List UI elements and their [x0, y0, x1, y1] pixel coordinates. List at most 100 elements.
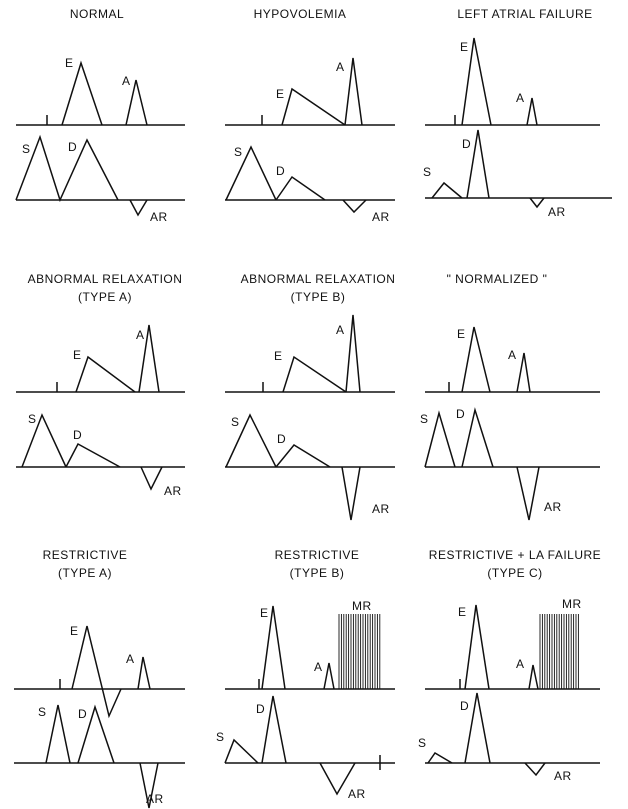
wave-label: S: [28, 412, 37, 426]
waveform: [516, 352, 531, 393]
wave-label: MR: [562, 597, 582, 611]
wave-label: AR: [164, 484, 182, 498]
wave-label: E: [260, 606, 269, 620]
waveform: [261, 695, 287, 764]
wave-label: A: [508, 348, 517, 362]
wave-label: E: [65, 56, 74, 70]
waveform: [261, 605, 286, 690]
wave-label: A: [336, 323, 345, 337]
waveform: [464, 604, 490, 690]
wave-label: S: [22, 142, 31, 156]
wave-label: AR: [554, 769, 572, 783]
wave-label: AR: [150, 210, 168, 224]
wave-label: E: [276, 87, 285, 101]
wave-label: MR: [352, 599, 372, 613]
waveform: [61, 60, 103, 126]
wave-label: E: [274, 349, 283, 363]
wave-label: D: [73, 428, 82, 442]
wave-label: S: [423, 165, 432, 179]
waveform: [71, 625, 122, 719]
wave-label: E: [460, 40, 469, 54]
wave-label: E: [70, 624, 79, 638]
waveform: [281, 87, 346, 126]
panel-title: HYPOVOLEMIA: [254, 7, 347, 21]
waveform: [461, 407, 494, 468]
waveform: [524, 762, 546, 777]
waveform: [129, 199, 148, 217]
waveform: [464, 692, 491, 764]
waveform: [77, 704, 115, 764]
wave-label: A: [126, 652, 135, 666]
wave-label: S: [231, 415, 240, 429]
waveform: [342, 199, 367, 214]
waveform: [529, 197, 545, 209]
panel-title: (TYPE A): [58, 566, 112, 580]
wave-label: E: [73, 348, 82, 362]
waveform: [461, 37, 492, 126]
wave-label: D: [276, 164, 285, 178]
waveform: [139, 762, 159, 809]
waveform: [275, 175, 326, 201]
wave-label: D: [456, 407, 465, 421]
waveform: [424, 410, 456, 468]
waveform: [516, 466, 540, 521]
waveform: [137, 656, 151, 690]
waveform: [466, 129, 490, 199]
wave-label: A: [136, 328, 145, 342]
wave-label: S: [234, 145, 243, 159]
wave-label: A: [122, 74, 131, 88]
waveform: [461, 326, 491, 393]
wave-label: AR: [348, 787, 366, 801]
wave-label: AR: [544, 500, 562, 514]
wave-label: AR: [146, 792, 164, 806]
wave-label: A: [336, 60, 345, 74]
waveform: [275, 444, 331, 468]
panel-title: RESTRICTIVE: [43, 548, 128, 562]
waveform: [282, 355, 347, 393]
wave-label: D: [460, 699, 469, 713]
panel-title: RESTRICTIVE: [275, 548, 360, 562]
waveform: [528, 664, 539, 690]
panel-title: (TYPE B): [290, 566, 345, 580]
waveform: [224, 738, 259, 764]
wave-label: S: [38, 705, 47, 719]
waveform: [21, 413, 67, 468]
wave-label: D: [78, 707, 87, 721]
wave-label: E: [458, 605, 467, 619]
wave-label: D: [277, 432, 286, 446]
wave-label: D: [256, 702, 265, 716]
waveform: [323, 662, 335, 690]
wave-label: AR: [548, 205, 566, 219]
wave-label: S: [418, 736, 427, 750]
wave-label: S: [216, 730, 225, 744]
panel-title: ABNORMAL RELAXATION: [241, 272, 396, 286]
waveform: [427, 752, 453, 764]
wave-label: AR: [372, 210, 390, 224]
waveform: [140, 466, 163, 491]
panel-title: (TYPE B): [291, 290, 346, 304]
wave-label: D: [462, 137, 471, 151]
wave-label: A: [516, 657, 525, 671]
waveform: [45, 704, 71, 764]
waveform: [15, 134, 119, 203]
waveform: [344, 57, 363, 126]
waveform: [341, 466, 361, 521]
wave-label: AR: [372, 502, 390, 516]
wave-label: A: [516, 91, 525, 105]
waveform: [345, 314, 361, 393]
waveform: [526, 97, 538, 126]
waveform: [225, 145, 277, 201]
wave-label: E: [457, 327, 466, 341]
waveform: [75, 355, 136, 393]
waveform: [125, 79, 148, 126]
panel-title: ABNORMAL RELAXATION: [28, 272, 183, 286]
wave-label: S: [420, 412, 429, 426]
waveform: [225, 413, 277, 468]
panel-title: (TYPE A): [78, 290, 132, 304]
panel-title: RESTRICTIVE + LA FAILURE: [429, 548, 601, 562]
panel-title: " NORMALIZED ": [447, 272, 548, 286]
waveform: [65, 442, 121, 468]
panel-title: NORMAL: [70, 7, 124, 21]
wave-label: A: [314, 660, 323, 674]
